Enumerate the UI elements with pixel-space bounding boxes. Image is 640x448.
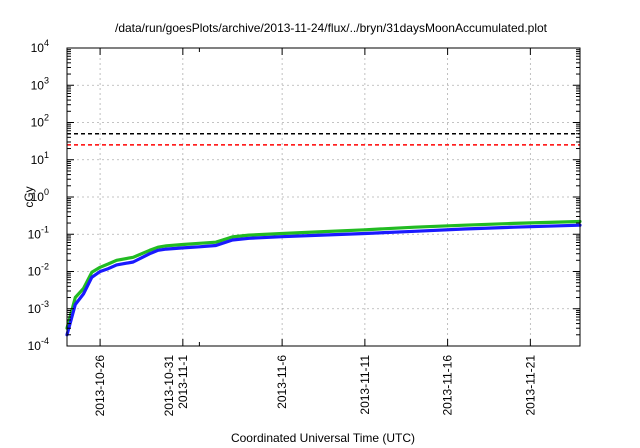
- y-tick-label: 10-3: [28, 299, 49, 316]
- x-tick-label: 2013-10-26: [93, 355, 107, 417]
- x-tick-label: 2013-10-31: [162, 355, 176, 417]
- x-tick-label: 2013-11-16: [441, 355, 455, 416]
- y-tick-labels: 10-4 10-3 10-2 10-1 100 101 102 103 104: [28, 38, 49, 353]
- y-tick-label: 10-2: [28, 262, 49, 279]
- tick-layer: [67, 47, 580, 347]
- y-tick-label: 102: [31, 113, 49, 130]
- data-series-line: [65, 219, 582, 330]
- data-series-line: [65, 223, 582, 337]
- y-tick-label: 100: [31, 187, 49, 204]
- x-tick-label: 2013-11-11: [358, 355, 372, 415]
- series-layer: [65, 219, 582, 337]
- reference-lines: [67, 132, 580, 146]
- x-tick-labels: 2013-10-26 2013-10-31 2013-11-1 2013-11-6 20…: [93, 355, 537, 417]
- grid-layer: [67, 48, 580, 346]
- y-tick-label: 10-4: [28, 336, 49, 353]
- y-tick-label: 10-1: [28, 224, 49, 241]
- x-tick-label: 2013-11-21: [523, 355, 537, 416]
- chart-title: /data/run/goesPlots/archive/2013-11-24/f…: [115, 21, 548, 35]
- y-axis-label: cGy: [22, 186, 36, 207]
- y-tick-label: 101: [31, 150, 49, 167]
- x-tick-label: 2013-11-6: [275, 355, 289, 409]
- x-axis-label: Coordinated Universal Time (UTC): [231, 431, 415, 445]
- y-tick-label: 104: [31, 38, 49, 55]
- y-tick-label: 103: [31, 75, 49, 92]
- x-tick-label: 2013-11-1: [176, 355, 190, 409]
